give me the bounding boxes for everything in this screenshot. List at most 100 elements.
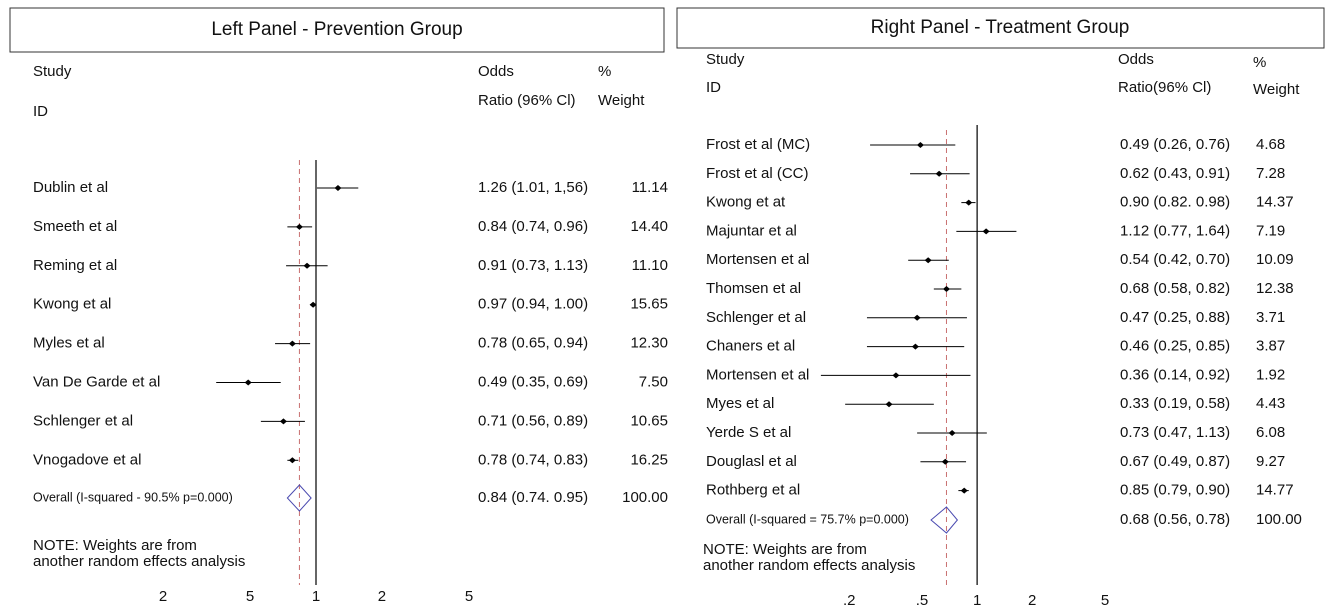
study-name: Myles et al <box>33 335 105 352</box>
weight-label: 3.87 <box>1256 338 1285 355</box>
weight-label: 14.77 <box>1256 482 1294 499</box>
x-tick-label: 1 <box>312 588 320 605</box>
column-header: Weight <box>598 92 645 109</box>
note: NOTE: Weights are from <box>33 537 197 554</box>
note: another random effects analysis <box>703 557 915 574</box>
column-header: Study <box>706 51 745 68</box>
point-estimate <box>913 314 921 321</box>
study-name: Myes et al <box>706 395 774 412</box>
point-estimate <box>303 262 311 269</box>
study-name: Dublin et al <box>33 179 108 196</box>
point-estimate <box>960 487 968 494</box>
study-name: Rothberg et al <box>706 482 800 499</box>
ci-label: 0.71 (0.56, 0.89) <box>478 412 588 429</box>
weight-label: 16.25 <box>630 451 668 468</box>
column-header: Odds <box>478 63 514 80</box>
overall-ci-label: 0.84 (0.74. 0.95) <box>478 489 588 506</box>
point-estimate <box>288 340 296 347</box>
point-estimate <box>334 185 342 191</box>
overall-label: Overall (I-squared = 75.7% p=0.000) <box>706 512 909 526</box>
overall-diamond <box>286 484 312 512</box>
weight-label: 1.92 <box>1256 366 1285 383</box>
study-name: Yerde S et al <box>706 424 791 441</box>
study-name: Thomsen et al <box>706 280 801 297</box>
weight-label: 14.37 <box>1256 194 1294 211</box>
column-header: % <box>598 63 611 80</box>
weight-label: 11.10 <box>632 257 668 274</box>
point-estimate <box>295 223 303 230</box>
point-estimate <box>309 301 317 308</box>
ci-label: 0.54 (0.42, 0.70) <box>1120 251 1230 268</box>
study-name: Schlenger et al <box>33 412 133 429</box>
title-box <box>676 7 1325 49</box>
note: NOTE: Weights are from <box>703 541 867 558</box>
overall-ci-label: 0.68 (0.56, 0.78) <box>1120 511 1230 528</box>
weight-label: 7.50 <box>639 373 668 390</box>
weight-label: 12.30 <box>630 335 668 352</box>
weight-label: 7.28 <box>1256 165 1285 182</box>
column-header: ID <box>33 103 48 120</box>
weight-label: 10.65 <box>630 412 668 429</box>
study-name: Kwong et al <box>33 296 111 313</box>
point-estimate <box>911 343 919 350</box>
study-name: Frost et al (MC) <box>706 136 810 153</box>
point-estimate <box>935 170 943 177</box>
ci-label: 0.85 (0.79, 0.90) <box>1120 482 1230 499</box>
ci-label: 0.91 (0.73, 1.13) <box>478 257 588 274</box>
weight-label: 4.68 <box>1256 136 1285 153</box>
x-tick-label: 2 <box>378 588 386 605</box>
ci-label: 0.68 (0.58, 0.82) <box>1120 280 1230 297</box>
point-estimate <box>982 228 990 235</box>
ci-label: 0.49 (0.35, 0.69) <box>478 373 588 390</box>
point-estimate <box>965 199 973 206</box>
x-tick-label: 2 <box>1028 592 1036 609</box>
weight-label: 15.65 <box>630 296 668 313</box>
point-estimate <box>948 430 956 436</box>
ci-label: 0.78 (0.65, 0.94) <box>478 335 588 352</box>
study-name: Chaners et al <box>706 338 795 355</box>
point-estimate <box>892 372 900 379</box>
panel-title: Left Panel - Prevention Group <box>211 19 462 40</box>
column-header: Ratio(96% Cl) <box>1118 79 1211 96</box>
study-name: Kwong et at <box>706 194 786 211</box>
panel-title: Right Panel - Treatment Group <box>871 17 1130 38</box>
point-estimate <box>916 142 924 148</box>
title-box <box>9 7 665 53</box>
weight-label: 14.40 <box>630 218 668 235</box>
x-tick-label: .2 <box>843 592 856 609</box>
column-header: Odds <box>1118 51 1154 68</box>
x-tick-label: 5 <box>246 588 254 605</box>
ci-label: 0.84 (0.74, 0.96) <box>478 218 588 235</box>
study-name: Schlenger et al <box>706 309 806 326</box>
column-header: % <box>1253 54 1266 71</box>
overall-diamond <box>930 506 959 534</box>
x-tick-label: 1 <box>973 592 981 609</box>
overall-label: Overall (I-squared - 90.5% p=0.000) <box>33 490 233 504</box>
column-header: Ratio (96% Cl) <box>478 92 576 109</box>
ci-label: 1.26 (1.01, 1,56) <box>478 179 588 196</box>
point-estimate <box>924 257 932 264</box>
x-tick-label: 5 <box>1101 592 1109 609</box>
ci-label: 0.97 (0.94, 1.00) <box>478 296 588 313</box>
ci-label: 0.47 (0.25, 0.88) <box>1120 309 1230 326</box>
study-name: Mortensen et al <box>706 251 809 268</box>
study-name: Reming et al <box>33 257 117 274</box>
ci-label: 0.36 (0.14, 0.92) <box>1120 366 1230 383</box>
point-estimate <box>942 286 950 292</box>
ci-label: 0.49 (0.26, 0.76) <box>1120 136 1230 153</box>
weight-label: 12.38 <box>1256 280 1294 297</box>
column-header: ID <box>706 79 721 96</box>
weight-label: 7.19 <box>1256 222 1285 239</box>
study-name: Mortensen et al <box>706 366 809 383</box>
ci-label: 1.12 (0.77, 1.64) <box>1120 222 1230 239</box>
point-estimate <box>941 458 949 465</box>
study-name: Van De Garde et al <box>33 373 160 390</box>
point-estimate <box>279 418 287 425</box>
ci-label: 0.73 (0.47, 1.13) <box>1120 424 1230 441</box>
weight-label: 10.09 <box>1256 251 1294 268</box>
x-tick-label: 2 <box>159 588 167 605</box>
study-name: Frost et al (CC) <box>706 165 809 182</box>
study-name: Vnogadove et al <box>33 451 141 468</box>
note: another random effects analysis <box>33 553 245 570</box>
column-header: Weight <box>1253 81 1300 98</box>
